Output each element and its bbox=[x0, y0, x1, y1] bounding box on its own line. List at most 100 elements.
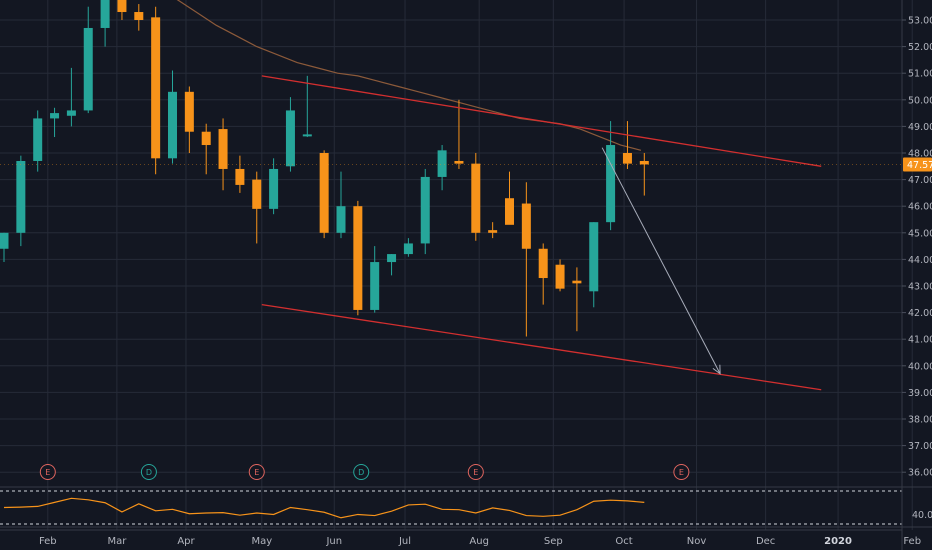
projection-arrow-line[interactable] bbox=[601, 147, 721, 375]
lower-trendline[interactable] bbox=[261, 303, 822, 391]
event-marker[interactable]: D bbox=[140, 464, 157, 480]
candle[interactable] bbox=[606, 121, 616, 231]
candle[interactable] bbox=[50, 107, 60, 138]
candle[interactable] bbox=[437, 145, 447, 191]
candle-body[interactable] bbox=[471, 163, 481, 233]
event-marker-circle[interactable] bbox=[673, 464, 690, 480]
candle[interactable] bbox=[134, 4, 144, 31]
candle-body[interactable] bbox=[437, 150, 447, 177]
candle-body[interactable] bbox=[403, 243, 413, 255]
candle[interactable] bbox=[252, 171, 262, 244]
event-marker[interactable]: E bbox=[673, 464, 690, 480]
candle-body[interactable] bbox=[285, 110, 295, 167]
candle-body[interactable] bbox=[184, 91, 194, 132]
trendlines[interactable] bbox=[261, 75, 822, 391]
candle[interactable] bbox=[66, 67, 76, 127]
candle-body[interactable] bbox=[353, 206, 363, 310]
candle-body[interactable] bbox=[100, 0, 110, 28]
candle[interactable] bbox=[285, 97, 295, 172]
candle-body[interactable] bbox=[16, 160, 26, 233]
candle-body[interactable] bbox=[134, 12, 144, 20]
candle[interactable] bbox=[403, 238, 413, 257]
candle[interactable] bbox=[184, 86, 194, 154]
candle[interactable] bbox=[302, 75, 312, 138]
candle-body[interactable] bbox=[488, 230, 498, 233]
candles[interactable] bbox=[0, 0, 649, 337]
indicator-line[interactable] bbox=[3, 497, 645, 519]
candle-body[interactable] bbox=[420, 176, 430, 244]
candle[interactable] bbox=[471, 153, 481, 241]
candle[interactable] bbox=[572, 267, 582, 332]
candle-body[interactable] bbox=[370, 262, 380, 310]
candle[interactable] bbox=[488, 222, 498, 239]
candle-body[interactable] bbox=[622, 153, 632, 164]
candle-body[interactable] bbox=[117, 0, 127, 13]
candle[interactable] bbox=[100, 0, 110, 47]
event-marker[interactable]: E bbox=[248, 464, 265, 480]
candle[interactable] bbox=[117, 0, 127, 20]
candle[interactable] bbox=[505, 171, 514, 225]
price-axis[interactable]: 53.00 52.00 51.00 50.00 49.00 48.00 47.00 46.00… bbox=[901, 0, 932, 550]
candle-body[interactable] bbox=[639, 160, 649, 165]
candle[interactable] bbox=[555, 259, 565, 292]
event-marker[interactable]: D bbox=[353, 464, 370, 480]
candle-body[interactable] bbox=[252, 179, 262, 209]
candle-body[interactable] bbox=[589, 222, 599, 292]
candle-body[interactable] bbox=[606, 145, 616, 223]
candle-body[interactable] bbox=[454, 160, 464, 164]
candle[interactable] bbox=[420, 168, 430, 255]
candle[interactable] bbox=[538, 243, 548, 305]
candle-body[interactable] bbox=[505, 198, 514, 225]
candle[interactable] bbox=[0, 232, 9, 263]
candle[interactable] bbox=[370, 246, 380, 313]
time-axis[interactable]: 2019FebMarAprMayJunJulAugSepOctNovDec202… bbox=[0, 529, 932, 547]
candle-body[interactable] bbox=[319, 153, 329, 233]
candle-body[interactable] bbox=[572, 280, 582, 284]
candle-body[interactable] bbox=[521, 203, 531, 249]
candle[interactable] bbox=[353, 200, 363, 316]
projection-arrow[interactable] bbox=[601, 147, 721, 375]
event-marker-circle[interactable] bbox=[467, 464, 484, 480]
candle-body[interactable] bbox=[336, 206, 346, 233]
indicator-pane[interactable]: 40.00 bbox=[0, 486, 932, 528]
candle[interactable] bbox=[336, 171, 346, 239]
event-marker-circle[interactable] bbox=[248, 464, 265, 480]
candle[interactable] bbox=[319, 150, 329, 239]
candle[interactable] bbox=[16, 155, 26, 247]
candle-body[interactable] bbox=[218, 129, 228, 169]
candle[interactable] bbox=[218, 118, 228, 191]
candle-body[interactable] bbox=[302, 134, 312, 137]
candle[interactable] bbox=[622, 121, 632, 169]
candle[interactable] bbox=[639, 153, 649, 196]
event-marker[interactable]: E bbox=[39, 464, 56, 480]
candle-body[interactable] bbox=[66, 110, 76, 116]
candle-body[interactable] bbox=[201, 131, 211, 146]
event-marker-circle[interactable] bbox=[140, 464, 157, 480]
candle[interactable] bbox=[33, 110, 43, 172]
candle-body[interactable] bbox=[269, 168, 279, 209]
candle[interactable] bbox=[83, 6, 93, 114]
candle[interactable] bbox=[589, 222, 599, 308]
candle[interactable] bbox=[387, 254, 397, 276]
candle-body[interactable] bbox=[168, 91, 177, 159]
candle[interactable] bbox=[168, 70, 177, 164]
candle-body[interactable] bbox=[50, 113, 60, 119]
event-marker[interactable]: E bbox=[467, 464, 484, 480]
candle[interactable] bbox=[151, 6, 161, 175]
candle[interactable] bbox=[521, 182, 531, 337]
candle[interactable] bbox=[235, 155, 245, 193]
candle-body[interactable] bbox=[235, 168, 245, 185]
candle-body[interactable] bbox=[0, 232, 9, 249]
candle-body[interactable] bbox=[555, 264, 565, 289]
candle-body[interactable] bbox=[83, 27, 93, 111]
candle-body[interactable] bbox=[387, 254, 397, 263]
candle-body[interactable] bbox=[538, 248, 548, 279]
candle[interactable] bbox=[201, 123, 211, 175]
candle-body[interactable] bbox=[33, 118, 43, 161]
candle-body[interactable] bbox=[151, 17, 161, 159]
candle[interactable] bbox=[454, 99, 464, 169]
candle[interactable] bbox=[269, 158, 279, 215]
upper-trendline[interactable] bbox=[261, 75, 822, 167]
event-marker-circle[interactable] bbox=[353, 464, 370, 480]
